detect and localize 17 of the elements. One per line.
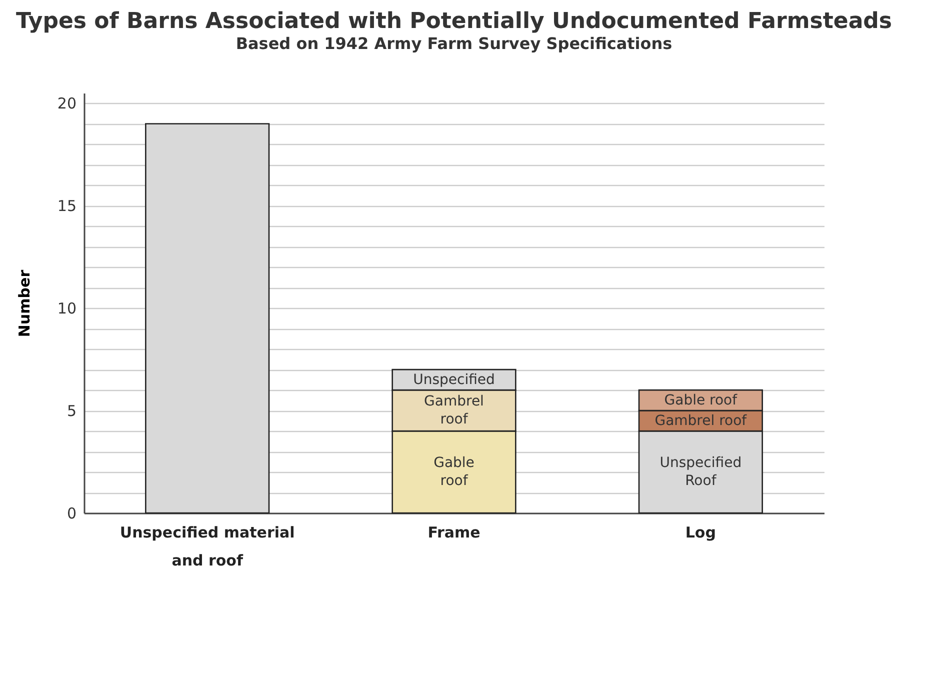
series-label: Unspecified Roof [660,455,742,490]
series-label: Gable roof [664,392,738,408]
series-label: Unspecified [413,372,495,388]
series-label: Gambrel roof [424,394,484,428]
y-tick-label: 10 [57,300,76,318]
x-tick-label: Frame [428,524,480,542]
series-label: Gable roof [434,455,474,490]
chart-title: Types of Barns Associated with Potentially Undocumented Farmsteads [16,9,892,34]
y-tick-label: 20 [57,94,76,113]
chart-subtitle: Based on 1942 Army Farm Survey Specifications [236,34,672,53]
series-label: Gambrel roof [654,412,748,429]
x-tick-label: Log [685,524,716,542]
y-tick-label: 0 [66,504,76,522]
y-axis-title: Number [15,269,34,338]
y-tick-label: 15 [57,197,76,216]
x-tick-label: Unspecified material and roof [120,524,295,570]
y-tick-label: 5 [66,402,76,420]
